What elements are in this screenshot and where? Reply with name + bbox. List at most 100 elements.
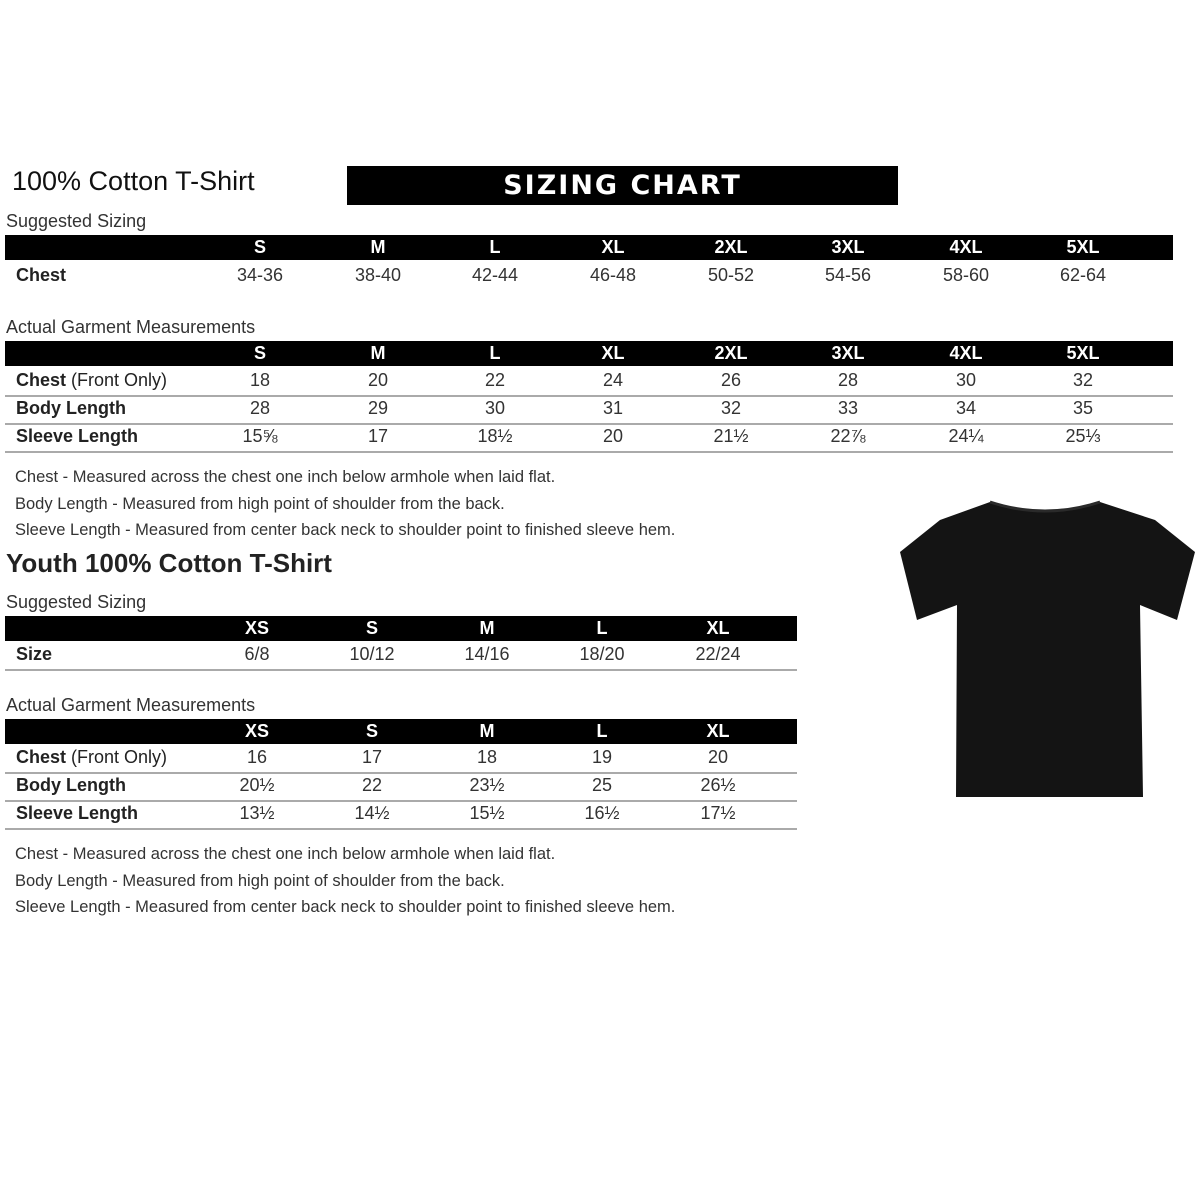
table-cell: 22⅞ — [830, 426, 866, 446]
size-header-2xl: 2XL — [714, 237, 748, 257]
table-cell: 46-48 — [589, 265, 637, 285]
size-header-4xl: 4XL — [949, 343, 983, 363]
table-cell: 10/12 — [349, 644, 395, 664]
row-label: Body Length — [16, 772, 126, 798]
table-cell: 15½ — [469, 803, 505, 823]
table-cell: 42-44 — [471, 265, 519, 285]
size-header-s: S — [365, 721, 378, 741]
row-label-text: Size — [16, 644, 53, 664]
table-cell: 58-60 — [942, 265, 990, 285]
table-row: Sleeve Length 13½ 14½ 15½ 16½ 17½ — [5, 800, 797, 830]
row-label-note: (Front Only) — [71, 747, 168, 767]
table-cell: 54-56 — [824, 265, 872, 285]
table-cell: 24 — [602, 370, 624, 390]
size-header-l: L — [489, 237, 501, 257]
row-label: Chest (Front Only) — [16, 367, 167, 393]
size-header-m: M — [370, 237, 386, 257]
table-cell: 32 — [720, 398, 742, 418]
row-label: Chest — [16, 262, 66, 288]
row-label-text: Sleeve Length — [16, 426, 139, 446]
row-label: Sleeve Length — [16, 800, 138, 826]
table-cell: 38-40 — [354, 265, 402, 285]
size-header-xs: XS — [244, 618, 269, 638]
table-cell: 16 — [246, 747, 268, 767]
youth-suggested-label: Suggested Sizing — [6, 592, 147, 612]
table-cell: 28 — [837, 370, 859, 390]
table-row: Body Length 28 29 30 31 32 33 34 35 — [5, 395, 1173, 425]
note-chest: Chest - Measured across the chest one in… — [15, 468, 556, 486]
table-cell: 17½ — [700, 803, 736, 823]
note-chest: Chest - Measured across the chest one in… — [15, 845, 556, 863]
row-label-text: Chest — [16, 747, 67, 767]
table-cell: 34 — [955, 398, 977, 418]
table-cell: 30 — [955, 370, 977, 390]
adult-notes: Chest - Measured across the chest one in… — [15, 464, 675, 544]
table-cell: 20 — [602, 426, 624, 446]
youth-actual-label: Actual Garment Measurements — [6, 695, 256, 715]
table-row: Size 6/8 10/12 14/16 18/20 22/24 — [5, 641, 797, 671]
table-cell: 33 — [837, 398, 859, 418]
table-row: Chest (Front Only) 16 17 18 19 20 — [5, 744, 797, 774]
size-header-3xl: 3XL — [831, 343, 865, 363]
note-sleeve-length: Sleeve Length - Measured from center bac… — [15, 898, 676, 916]
table-cell: 22 — [484, 370, 506, 390]
size-header-xl: XL — [601, 237, 625, 257]
table-row: Body Length 20½ 22 23½ 25 26½ — [5, 772, 797, 802]
size-header-m: M — [479, 721, 495, 741]
row-label-text: Sleeve Length — [16, 803, 139, 823]
table-cell: 26 — [720, 370, 742, 390]
table-cell: 24¼ — [948, 426, 984, 446]
table-cell: 22/24 — [695, 644, 741, 664]
size-header-xl: XL — [601, 343, 625, 363]
table-cell: 35 — [1072, 398, 1094, 418]
size-header-m: M — [479, 618, 495, 638]
sizing-chart-banner: SIZING CHART — [347, 166, 898, 205]
size-header-5xl: 5XL — [1066, 237, 1100, 257]
size-header-s: S — [253, 343, 266, 363]
row-label-text: Chest — [16, 265, 67, 285]
table-cell: 25⅓ — [1065, 426, 1101, 446]
table-cell: 14/16 — [464, 644, 510, 664]
table-cell: 29 — [367, 398, 389, 418]
table-cell: 20½ — [239, 775, 275, 795]
size-header-xl: XL — [706, 721, 730, 741]
table-cell: 14½ — [354, 803, 390, 823]
table-cell: 13½ — [239, 803, 275, 823]
table-cell: 19 — [591, 747, 613, 767]
size-header-l: L — [489, 343, 501, 363]
table-row: Chest (Front Only) 18 20 22 24 26 28 30 32 — [5, 367, 1173, 397]
size-header-5xl: 5XL — [1066, 343, 1100, 363]
table-cell: 6/8 — [244, 644, 270, 664]
table-cell: 16½ — [584, 803, 620, 823]
size-header-xl: XL — [706, 618, 730, 638]
size-header-m: M — [370, 343, 386, 363]
adult-actual-label: Actual Garment Measurements — [6, 317, 256, 337]
table-cell: 31 — [602, 398, 624, 418]
table-cell: 62-64 — [1059, 265, 1107, 285]
table-row: Sleeve Length 15⅝ 17 18½ 20 21½ 22⅞ 24¼ 25⅓ — [5, 423, 1173, 453]
row-label: Body Length — [16, 395, 126, 421]
table-cell: 18½ — [477, 426, 513, 446]
row-label-text: Chest — [16, 370, 67, 390]
table-cell: 18 — [249, 370, 271, 390]
note-body-length: Body Length - Measured from high point o… — [15, 871, 505, 890]
table-cell: 22 — [361, 775, 383, 795]
size-header-xs: XS — [244, 721, 269, 741]
size-header-4xl: 4XL — [949, 237, 983, 257]
size-header-2xl: 2XL — [714, 343, 748, 363]
row-label-note: (Front Only) — [71, 370, 168, 390]
table-cell: 30 — [484, 398, 506, 418]
tshirt-icon — [900, 500, 1195, 797]
table-cell: 34-36 — [236, 265, 284, 285]
table-cell: 17 — [367, 426, 389, 446]
table-cell: 18 — [476, 747, 498, 767]
size-header-l: L — [596, 721, 608, 741]
size-header-row: S M L XL 2XL 3XL 4XL 5XL — [5, 341, 1173, 366]
row-label: Chest (Front Only) — [16, 744, 167, 770]
size-header-row: XS S M L XL — [5, 719, 797, 744]
table-cell: 23½ — [469, 775, 505, 795]
youth-notes: Chest - Measured across the chest one in… — [15, 841, 675, 921]
row-label-text: Body Length — [16, 775, 126, 795]
table-cell: 28 — [249, 398, 271, 418]
row-label: Sleeve Length — [16, 423, 138, 449]
